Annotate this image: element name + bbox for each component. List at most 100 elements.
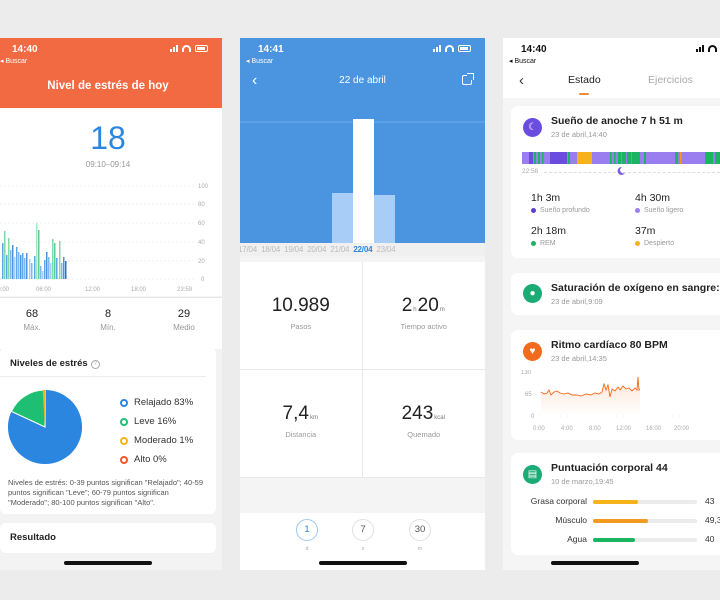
period-label: d: [305, 546, 309, 552]
date-label[interactable]: 19/04: [284, 245, 304, 254]
result-card[interactable]: Resultado: [0, 523, 216, 553]
y-tick: 40: [198, 240, 205, 246]
y-tick: 80: [198, 202, 205, 208]
metric-label: Pasos: [290, 322, 312, 331]
card-date: 10 de marzo,19:45: [551, 477, 614, 486]
x-tick: 00:00: [0, 287, 10, 293]
metric-calories: 243kcal Quemado: [362, 370, 485, 478]
period-week-button[interactable]: 7: [352, 519, 374, 541]
health-status-screen: 14:40 ◂ Buscar ‹ Estado Ejercicios ☾ Sue…: [503, 38, 720, 570]
x-tick: 23:59: [177, 287, 193, 293]
legend-moderate: Moderado 1%: [120, 431, 193, 450]
stat-max: 68 Máx.: [0, 298, 70, 349]
date-label[interactable]: 17/04: [240, 245, 258, 254]
date-label-selected[interactable]: 22/04: [353, 245, 373, 254]
legend-mild: Leve 16%: [120, 412, 193, 431]
share-icon[interactable]: [462, 73, 474, 85]
period-selector: 1 d 7 s 30 m: [240, 513, 485, 570]
card-title: Puntuación corporal 44: [551, 462, 668, 474]
stat-label: Medio: [173, 323, 195, 332]
back-to-search-link[interactable]: ◂ Buscar: [509, 58, 537, 65]
x-tick: 18:00: [131, 287, 147, 293]
page-title: 22 de abril: [339, 75, 386, 86]
active-tab-indicator: [579, 93, 589, 95]
heart-rate-line-chart[interactable]: 130 65 0 0:00 4:00 8:00 12:00 16:00 20:0…: [511, 370, 720, 435]
date-axis[interactable]: 17/04 18/04 19/04 20/04 21/04 22/04 23/0…: [240, 243, 485, 256]
activity-header: 14:41 ◂ Buscar ‹ 22 de abril: [240, 38, 485, 243]
help-icon[interactable]: ?: [90, 360, 100, 369]
period-label: s: [361, 546, 365, 552]
stress-bar-chart[interactable]: 100 80 60 40 20 0 00:00 06:00 12:00 18:0…: [0, 183, 212, 293]
back-chevron-icon[interactable]: ‹: [519, 72, 524, 89]
metric-value: 2h20m: [401, 295, 445, 316]
back-chevron-icon[interactable]: ‹: [252, 72, 258, 89]
svg-text:20:00: 20:00: [674, 426, 690, 432]
stress-screen: 14:40 ◂ Buscar Nivel de estrés de hoy 18…: [0, 38, 222, 570]
period-month-button[interactable]: 30: [409, 519, 431, 541]
stress-time-range: 09:10–09:14: [85, 160, 131, 169]
bar-23-04: [374, 195, 395, 243]
scale-icon: ▤: [523, 465, 542, 484]
period-day-button[interactable]: 1: [296, 519, 318, 541]
body-score-card[interactable]: ▤ Puntuación corporal 44 10 de marzo,19:…: [511, 453, 720, 555]
spo2-card[interactable]: ● Saturación de oxígeno en sangre: 95% 2…: [511, 273, 720, 315]
status-icons: [433, 45, 471, 52]
sleep-stat-rem: 2h 18m REM: [531, 225, 567, 247]
tab-estado[interactable]: Estado: [568, 74, 601, 86]
metric-label: Tiempo activo: [400, 322, 447, 331]
current-stress-value: 18: [90, 120, 126, 156]
dashed-line: [544, 172, 720, 173]
health-header: 14:40 ◂ Buscar ‹ Estado Ejercicios: [503, 38, 720, 98]
stat-value: 8: [104, 308, 112, 320]
date-label[interactable]: 23/04: [376, 245, 396, 254]
stress-pie-chart: [7, 389, 83, 465]
wifi-icon: [708, 45, 717, 52]
home-indicator: [551, 561, 639, 565]
svg-text:12:00: 12:00: [616, 426, 632, 432]
card-date: 23 de abril,14:35: [551, 354, 607, 363]
pie-legend: Relajado 83% Leve 16% Moderado 1% Alto 0…: [120, 393, 193, 469]
circle-icon: [120, 398, 128, 407]
card-date: 23 de abril,9:09: [551, 297, 603, 306]
date-label[interactable]: 20/04: [307, 245, 327, 254]
back-to-search-link[interactable]: ◂ Buscar: [0, 58, 28, 65]
status-time: 14:40: [521, 44, 547, 55]
metric-label: Quemado: [407, 430, 441, 439]
card-title: Sueño de anoche 7 h 51 m: [551, 115, 683, 127]
date-label[interactable]: 18/04: [261, 245, 281, 254]
back-to-search-link[interactable]: ◂ Buscar: [246, 58, 274, 65]
heart-rate-card[interactable]: ♥ Ritmo cardíaco 80 BPM 23 de abril,14:3…: [511, 330, 720, 440]
metric-value: 243kcal: [401, 403, 445, 424]
stress-header: 14:40 ◂ Buscar Nivel de estrés de hoy: [0, 38, 222, 108]
progress-bar: [593, 519, 697, 523]
battery-icon: [195, 45, 208, 52]
metric-distance: 7,4km Distancia: [240, 370, 363, 478]
stress-levels-card: Niveles de estrés? Relajado 83% Leve 16%…: [0, 348, 216, 514]
sleep-stat-awake: 37m Despierto: [635, 225, 674, 247]
status-time: 14:41: [258, 44, 284, 55]
period-label: m: [417, 546, 423, 552]
svg-text:130: 130: [521, 370, 532, 376]
metric-active-time: 2h20m Tiempo activo: [362, 262, 485, 370]
progress-bar: [593, 500, 697, 504]
sleep-card[interactable]: ☾ Sueño de anoche 7 h 51 m 23 de abril,1…: [511, 106, 720, 258]
divider: [0, 376, 206, 377]
svg-text:65: 65: [525, 392, 532, 398]
card-date: 23 de abril,14:40: [551, 130, 607, 139]
x-tick: 06:00: [36, 287, 52, 293]
stat-min: 8 Mín.: [70, 298, 146, 349]
metric-value: 7,4km: [282, 403, 318, 424]
tab-ejercicios[interactable]: Ejercicios: [648, 74, 693, 86]
y-tick: 20: [198, 259, 205, 265]
stat-value: 68: [25, 308, 39, 320]
status-icons: [170, 45, 208, 52]
steps-bar-chart[interactable]: [240, 110, 485, 243]
date-label[interactable]: 21/04: [330, 245, 350, 254]
status-bar: 14:41 ◂ Buscar: [240, 38, 485, 65]
metric-steps: 10.989 Pasos: [240, 262, 363, 370]
legend-high: Alto 0%: [120, 450, 193, 469]
metric-label: Distancia: [285, 430, 317, 439]
x-tick: 12:00: [85, 287, 101, 293]
stat-label: Mín.: [100, 323, 116, 332]
status-bar: 14:40 ◂ Buscar: [0, 38, 222, 65]
